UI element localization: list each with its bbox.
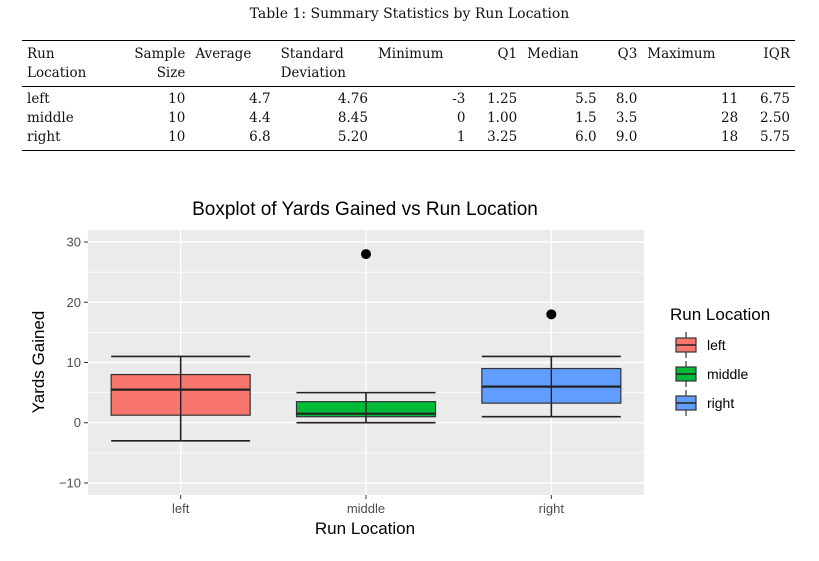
legend: Run Location left middle right (670, 305, 770, 416)
outlier-point (546, 309, 557, 320)
table-cell: 10 (168, 129, 186, 145)
table-cell: 8.0 (615, 91, 638, 107)
table-cell: 3.5 (615, 110, 638, 126)
header-q3: Q3 (602, 41, 643, 87)
header-line: Median (527, 46, 579, 62)
table-row: left 10 4.7 4.76 -3 1.25 5.5 8.0 11 6.75 (22, 87, 795, 110)
header-maximum: Maximum (642, 41, 743, 87)
table-cell: 1 (456, 129, 466, 145)
y-axis: −10 0 10 20 30 (59, 235, 88, 490)
legend-key-middle (675, 361, 697, 387)
header-line: Sample (134, 46, 186, 62)
box-right (481, 309, 622, 418)
box-middle (295, 249, 437, 424)
table-cell: 8.45 (337, 110, 368, 126)
header-line: Standard (280, 46, 344, 62)
table-cell: 6.8 (249, 129, 271, 145)
legend-label: left (707, 337, 726, 353)
legend-label: middle (707, 366, 748, 382)
header-line: Q3 (617, 46, 638, 62)
y-tick-label: 20 (67, 295, 81, 310)
table-cell: 0 (456, 110, 466, 126)
y-tick-label: 0 (74, 415, 81, 430)
table-cell: 1.5 (575, 110, 597, 126)
table-cell: middle (27, 110, 74, 126)
header-line: Location (27, 65, 87, 81)
table-cell: 28 (721, 110, 739, 126)
table-cell: 6.0 (575, 129, 597, 145)
table-cell: 2.50 (759, 110, 790, 126)
header-minimum: Minimum (373, 41, 470, 87)
table-caption: Table 1: Summary Statistics by Run Locat… (249, 6, 570, 22)
legend-label: right (707, 395, 734, 411)
legend-key-left (675, 332, 697, 358)
x-tick-label: right (539, 501, 565, 516)
x-axis-label: Run Location (315, 519, 415, 538)
table-cell: 10 (168, 91, 186, 107)
header-average: Average (190, 41, 275, 87)
table-cell: 4.7 (249, 91, 271, 107)
boxplot-chart: Boxplot of Yards Gained vs Run Location … (29, 199, 770, 538)
header-line: Minimum (377, 46, 444, 62)
header-line: Q1 (497, 46, 518, 62)
table-cell: 1.00 (487, 110, 518, 126)
table-cell: 5.20 (337, 129, 368, 145)
header-sample-size: Sample Size (112, 41, 191, 87)
table-row: middle 10 4.4 8.45 0 1.00 1.5 3.5 28 2.5… (22, 109, 795, 128)
legend-title: Run Location (670, 305, 770, 324)
chart-title: Boxplot of Yards Gained vs Run Location (192, 199, 538, 220)
table-row: right 10 6.8 5.20 1 3.25 6.0 9.0 18 5.75 (22, 128, 795, 151)
table-cell: -3 (452, 91, 466, 107)
table-cell: 4.76 (337, 91, 368, 107)
table-header-row: Run Location Sample Size Average Standar… (22, 40, 795, 87)
header-iqr: IQR (743, 41, 795, 87)
table-cell: 1.25 (487, 91, 518, 107)
y-tick-label: 30 (67, 235, 81, 250)
legend-key-right (675, 390, 697, 416)
boxes (110, 249, 622, 442)
table-cell: 5.5 (575, 91, 597, 107)
table-cell: 3.25 (487, 129, 518, 145)
x-tick-label: left (172, 501, 190, 516)
header-line: Average (195, 46, 252, 62)
table-cell: right (27, 129, 61, 145)
table-cell: 11 (721, 91, 739, 107)
header-q1: Q1 (470, 41, 522, 87)
table-cell: 10 (168, 110, 186, 126)
header-line: Deviation (280, 65, 346, 81)
x-tick-label: middle (347, 501, 385, 516)
y-axis-label: Yards Gained (29, 311, 48, 414)
summary-table: Run Location Sample Size Average Standar… (22, 40, 795, 151)
header-line: Size (156, 65, 186, 81)
header-run-location: Run Location (22, 41, 112, 87)
table-cell: 5.75 (759, 129, 790, 145)
header-standard-deviation: Standard Deviation (276, 41, 373, 87)
header-median: Median (522, 41, 601, 87)
table-cell: 18 (721, 129, 739, 145)
x-axis: left middle right (172, 495, 564, 516)
y-tick-label: −10 (59, 475, 81, 490)
y-tick-label: 10 (67, 355, 81, 370)
table-cell: 6.75 (759, 91, 790, 107)
outlier-point (361, 249, 371, 260)
box-left (110, 355, 251, 442)
table-cell: left (27, 91, 50, 107)
table-cell: 4.4 (249, 110, 271, 126)
table-cell: 9.0 (615, 129, 638, 145)
header-line: IQR (763, 46, 790, 62)
header-line: Run (27, 46, 55, 62)
header-line: Maximum (647, 46, 716, 62)
